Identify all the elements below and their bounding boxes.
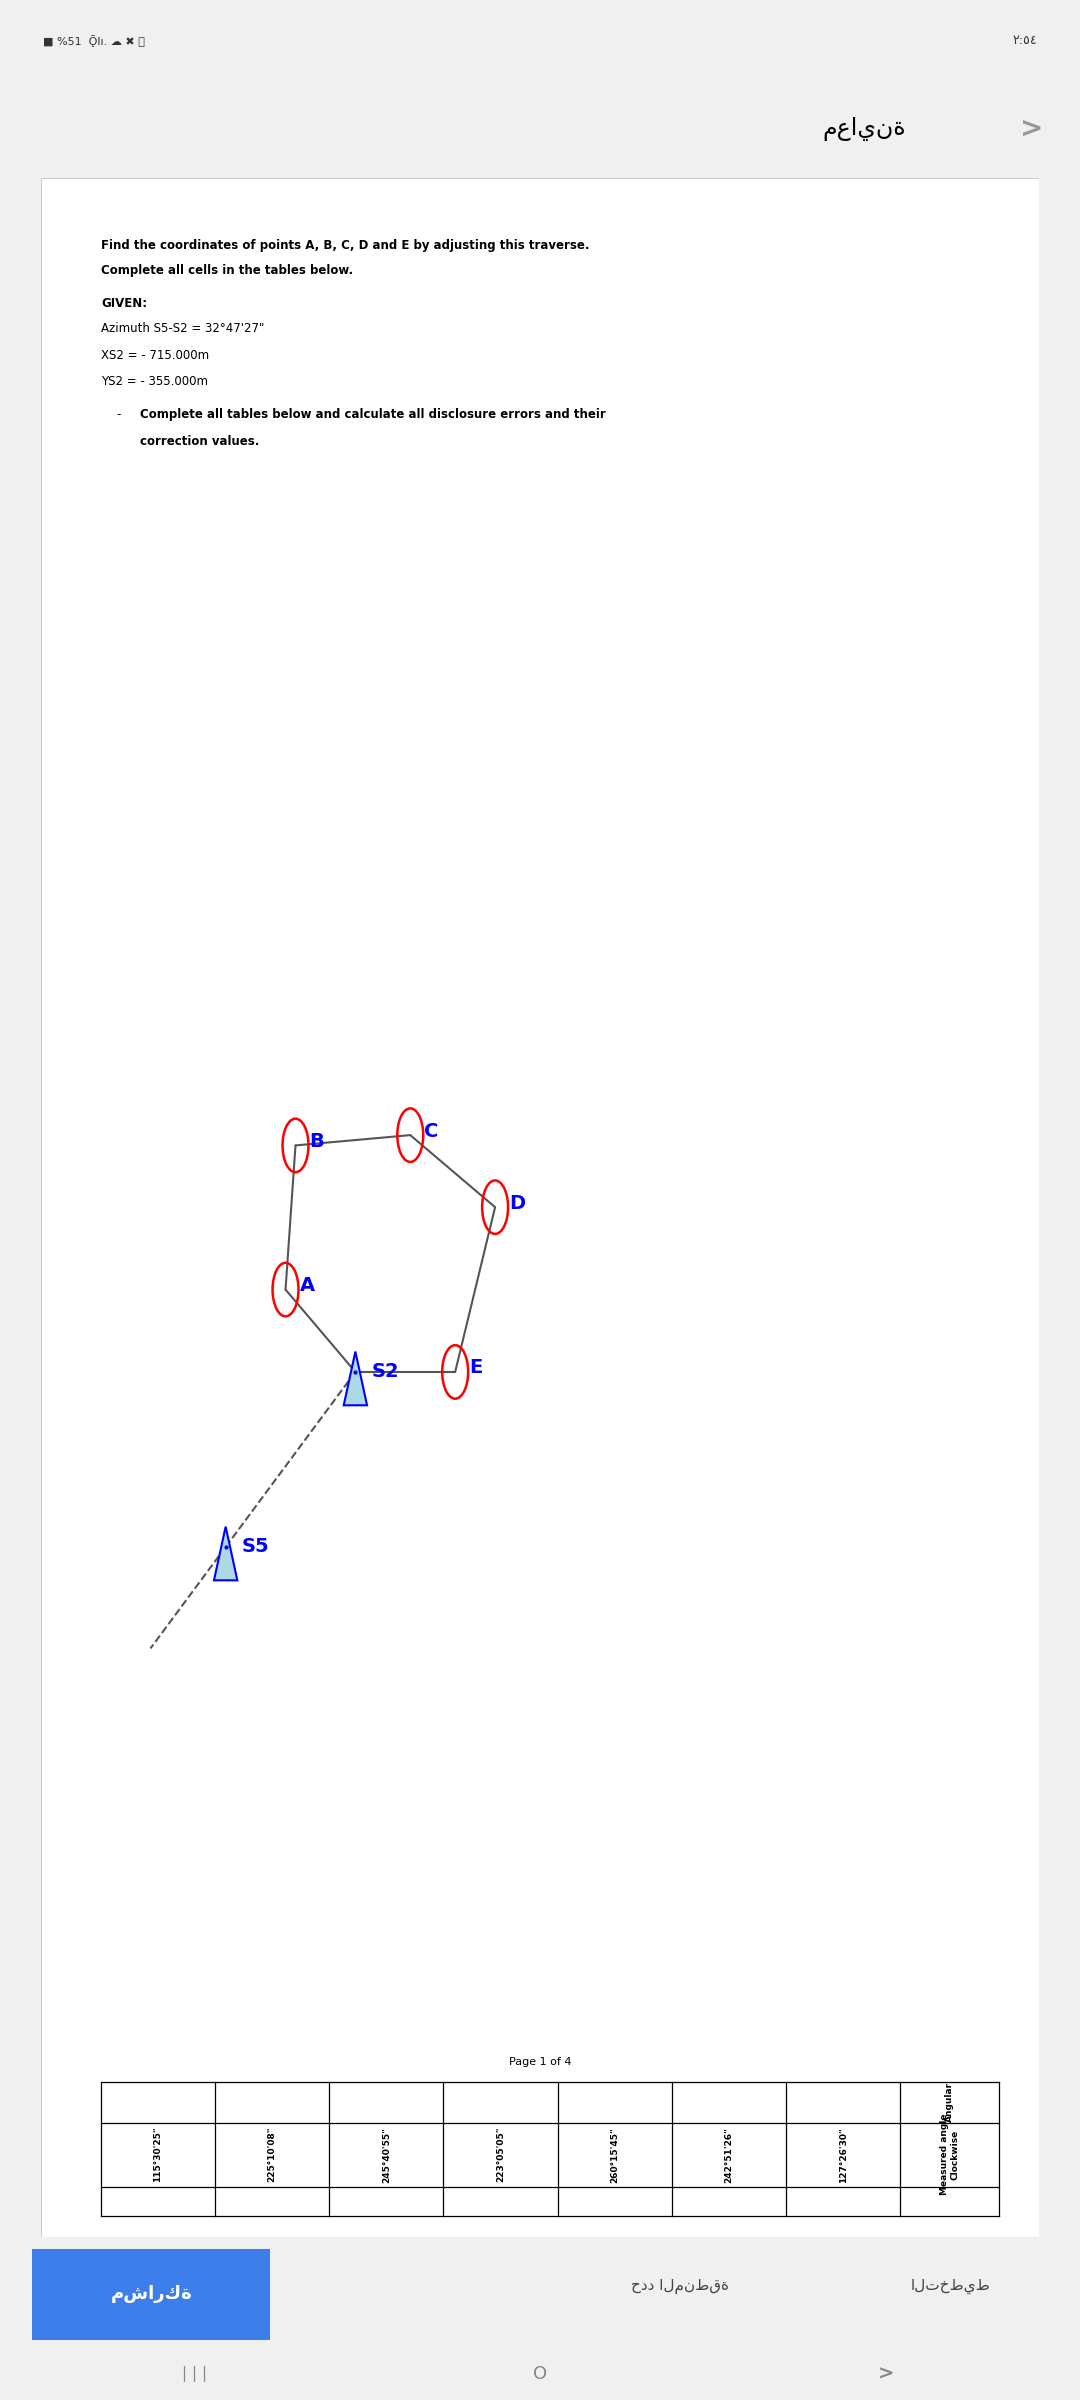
Text: XS2 = - 715.000m: XS2 = - 715.000m <box>100 348 210 362</box>
Polygon shape <box>343 1351 367 1406</box>
Text: Azimuth S5-S2 = 32°47'27": Azimuth S5-S2 = 32°47'27" <box>100 322 265 334</box>
Text: مشاركة: مشاركة <box>110 2285 192 2304</box>
Text: C: C <box>424 1121 438 1140</box>
FancyBboxPatch shape <box>41 178 1039 2237</box>
Text: Complete all tables below and calculate all disclosure errors and their: Complete all tables below and calculate … <box>139 408 606 422</box>
Text: GIVEN:: GIVEN: <box>100 298 147 310</box>
Text: E: E <box>469 1358 483 1378</box>
Text: 127°26'30": 127°26'30" <box>839 2126 848 2182</box>
Text: التخطيط: التخطيط <box>910 2280 990 2294</box>
Text: >: > <box>877 2364 894 2383</box>
Text: A: A <box>299 1277 314 1296</box>
Text: ٢:٥٤: ٢:٥٤ <box>1012 34 1037 48</box>
Text: >: > <box>1020 115 1043 144</box>
Text: Find the coordinates of points A, B, C, D and E by adjusting this traverse.: Find the coordinates of points A, B, C, … <box>100 240 590 252</box>
Text: ■ %51  Ǭlı. ☁ ✖ ⏰: ■ %51 Ǭlı. ☁ ✖ ⏰ <box>43 36 145 46</box>
FancyBboxPatch shape <box>13 2242 289 2347</box>
Text: 225°10'08": 225°10'08" <box>268 2126 276 2182</box>
Text: B: B <box>310 1133 324 1152</box>
Text: 115°30'25": 115°30'25" <box>153 2126 162 2182</box>
Text: -: - <box>116 408 120 422</box>
Text: | | |: | | | <box>181 2366 207 2381</box>
Text: S5: S5 <box>242 1538 269 1558</box>
Text: حدد المنطقة: حدد المنطقة <box>632 2280 729 2294</box>
Text: 245°40'55": 245°40'55" <box>382 2126 391 2182</box>
Polygon shape <box>214 1526 238 1579</box>
Text: Page 1 of 4: Page 1 of 4 <box>509 2057 571 2066</box>
Text: S2: S2 <box>372 1363 399 1382</box>
Text: Complete all cells in the tables below.: Complete all cells in the tables below. <box>100 264 353 276</box>
Text: 242°51'26": 242°51'26" <box>725 2126 733 2182</box>
Text: D: D <box>509 1193 525 1212</box>
Text: O: O <box>532 2364 548 2383</box>
Text: correction values.: correction values. <box>139 434 259 449</box>
Text: Measured angle
Clockwise: Measured angle Clockwise <box>940 2114 959 2196</box>
Text: 223°05'05": 223°05'05" <box>496 2126 505 2182</box>
Text: معاينة: معاينة <box>822 118 906 142</box>
Text: YS2 = - 355.000m: YS2 = - 355.000m <box>100 374 208 389</box>
Text: 260°15'45": 260°15'45" <box>610 2126 619 2182</box>
Text: Angular: Angular <box>945 2083 954 2122</box>
